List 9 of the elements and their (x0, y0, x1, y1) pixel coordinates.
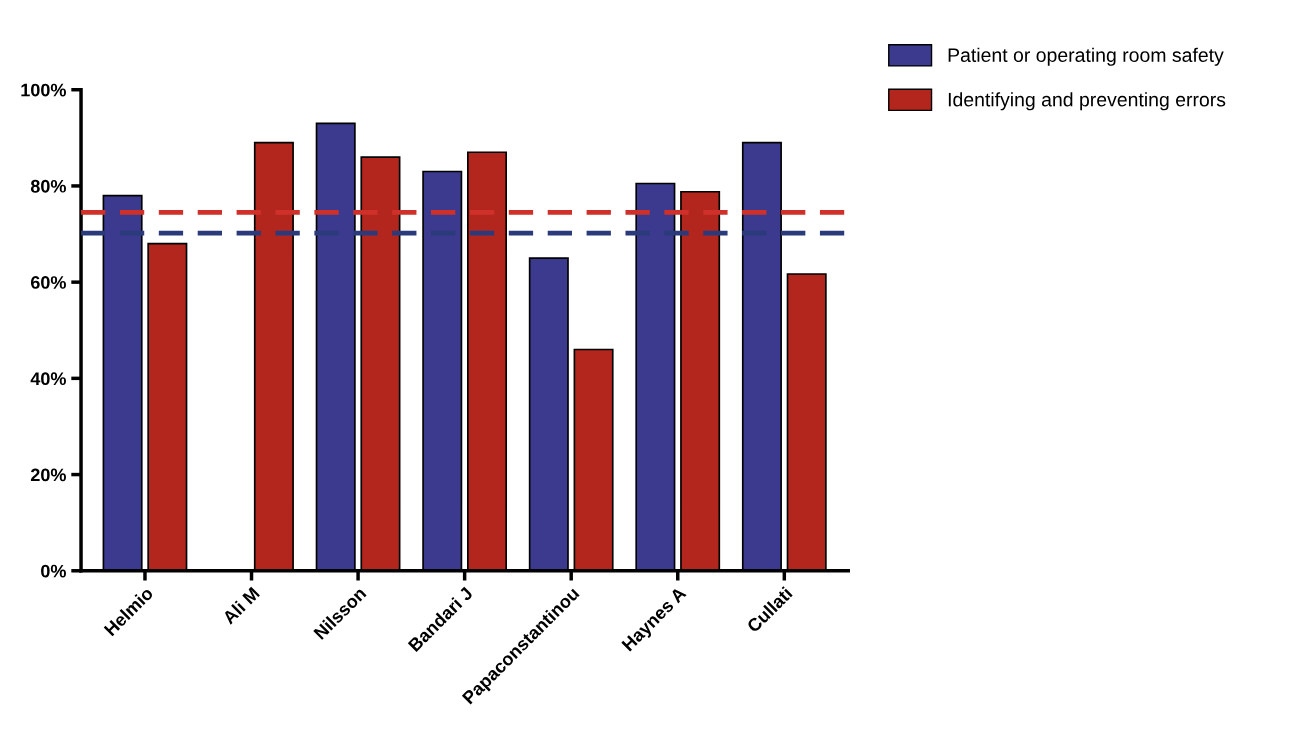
x-tick-label: Ali M (221, 586, 260, 625)
y-tick-label: 0% (41, 564, 66, 578)
legend-label: Identifying and preventing errors (948, 92, 1226, 111)
y-tick-label: 20% (30, 468, 66, 482)
legend-label: Patient or operating room safety (948, 47, 1224, 66)
y-tick-label: 100% (21, 83, 66, 97)
y-tick-label: 60% (30, 276, 66, 289)
y-tick-label: 80% (30, 179, 66, 193)
y-tick-label: 40% (30, 372, 66, 386)
